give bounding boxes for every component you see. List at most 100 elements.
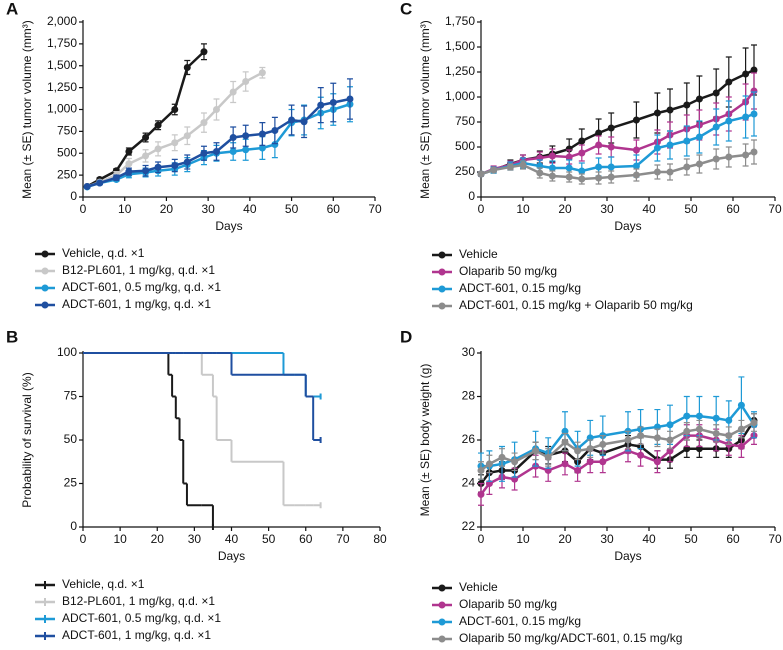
data-point — [725, 416, 733, 424]
legend-marker — [438, 584, 446, 592]
data-point — [506, 163, 514, 171]
data-point — [171, 139, 179, 147]
x-tick-label: 10 — [516, 532, 530, 546]
x-tick-label: 40 — [225, 532, 239, 546]
legend-marker — [438, 251, 446, 259]
y-tick-label: 750 — [455, 114, 475, 128]
data-point — [242, 78, 250, 85]
data-point — [683, 101, 691, 109]
x-axis-title: Days — [614, 549, 641, 563]
data-point — [725, 117, 733, 125]
data-point — [300, 118, 308, 126]
y-tick-label: 250 — [455, 164, 475, 178]
data-point — [737, 401, 745, 409]
legend-label: ADCT-601, 1 mg/kg, q.d. ×1 — [62, 628, 211, 642]
y-tick-label: 0 — [70, 519, 77, 533]
x-tick-label: 50 — [285, 202, 299, 216]
data-point — [666, 141, 674, 149]
data-point — [329, 99, 337, 106]
panel-letter: B — [6, 327, 18, 346]
x-tick-label: 60 — [327, 202, 341, 216]
data-point — [242, 132, 250, 140]
y-tick-label: 50 — [64, 432, 78, 446]
data-point — [171, 162, 179, 169]
legend-label: Olaparib 50 mg/kg/ADCT-601, 0.15 mg/kg — [459, 631, 682, 645]
y-tick-label: 22 — [462, 519, 476, 533]
data-point — [96, 179, 104, 187]
data-point — [725, 432, 733, 440]
data-point — [565, 173, 573, 181]
legend-label: Vehicle, q.d. ×1 — [62, 246, 145, 260]
data-point — [485, 460, 493, 468]
data-point — [737, 443, 745, 451]
data-point — [200, 149, 208, 157]
y-tick-label: 0 — [70, 189, 77, 203]
data-point — [142, 152, 150, 160]
data-point — [112, 174, 120, 182]
data-point — [624, 436, 632, 444]
legend-label: ADCT-601, 0.5 mg/kg, q.d. ×1 — [62, 611, 221, 625]
x-tick-label: 30 — [600, 202, 614, 216]
legend-marker — [41, 250, 49, 258]
data-point — [599, 458, 607, 466]
data-point — [271, 141, 279, 148]
data-point — [498, 453, 506, 461]
y-tick-label: 2,000 — [47, 14, 77, 28]
data-point — [212, 148, 220, 155]
data-point — [586, 445, 594, 453]
data-point — [229, 134, 237, 141]
data-point — [125, 160, 133, 168]
y-tick-label: 1,250 — [445, 64, 475, 78]
data-point — [561, 438, 569, 446]
data-point — [544, 453, 552, 461]
data-point — [595, 129, 603, 137]
data-point — [142, 134, 150, 141]
data-point — [317, 101, 325, 109]
data-point — [200, 48, 208, 56]
x-tick-label: 60 — [299, 532, 313, 546]
data-point — [653, 109, 661, 117]
y-tick-label: 30 — [462, 345, 476, 359]
y-tick-label: 1,000 — [445, 89, 475, 103]
data-point — [258, 69, 266, 77]
data-point — [258, 130, 266, 138]
legend-marker — [41, 301, 49, 309]
data-point — [653, 434, 661, 442]
x-tick-label: 10 — [118, 202, 132, 216]
legend-label: B12-PL601, 1 mg/kg, q.d. ×1 — [62, 263, 215, 277]
x-tick-label: 60 — [726, 532, 740, 546]
data-point — [229, 88, 237, 96]
data-point — [742, 151, 750, 159]
legend-label: Olaparib 50 mg/kg — [459, 597, 557, 611]
data-point — [637, 432, 645, 440]
data-point — [586, 458, 594, 466]
panel-letter: A — [6, 0, 18, 18]
data-point — [477, 490, 485, 498]
y-tick-label: 250 — [57, 167, 77, 181]
legend-label: ADCT-601, 1 mg/kg, q.d. ×1 — [62, 297, 211, 311]
data-point — [212, 106, 220, 113]
data-point — [607, 143, 615, 151]
data-point — [154, 121, 162, 129]
data-point — [653, 144, 661, 152]
data-point — [599, 440, 607, 448]
x-tick-label: 0 — [478, 202, 485, 216]
legend-label: Vehicle, q.d. ×1 — [62, 577, 145, 591]
x-tick-label: 50 — [684, 202, 698, 216]
x-tick-label: 20 — [558, 202, 572, 216]
data-point — [712, 414, 720, 422]
data-point — [142, 167, 150, 175]
data-point — [750, 66, 758, 74]
y-tick-label: 24 — [462, 476, 476, 490]
data-point — [578, 149, 586, 157]
data-point — [632, 116, 640, 124]
data-point — [346, 95, 354, 103]
legend-marker — [41, 284, 49, 292]
data-point — [725, 153, 733, 161]
data-point — [695, 133, 703, 141]
x-tick-label: 50 — [262, 532, 276, 546]
x-tick-label: 40 — [243, 202, 257, 216]
data-point — [578, 175, 586, 183]
legend-label: ADCT-601, 0.15 mg/kg + Olaparib 50 mg/kg — [459, 298, 693, 312]
data-point — [200, 119, 208, 127]
